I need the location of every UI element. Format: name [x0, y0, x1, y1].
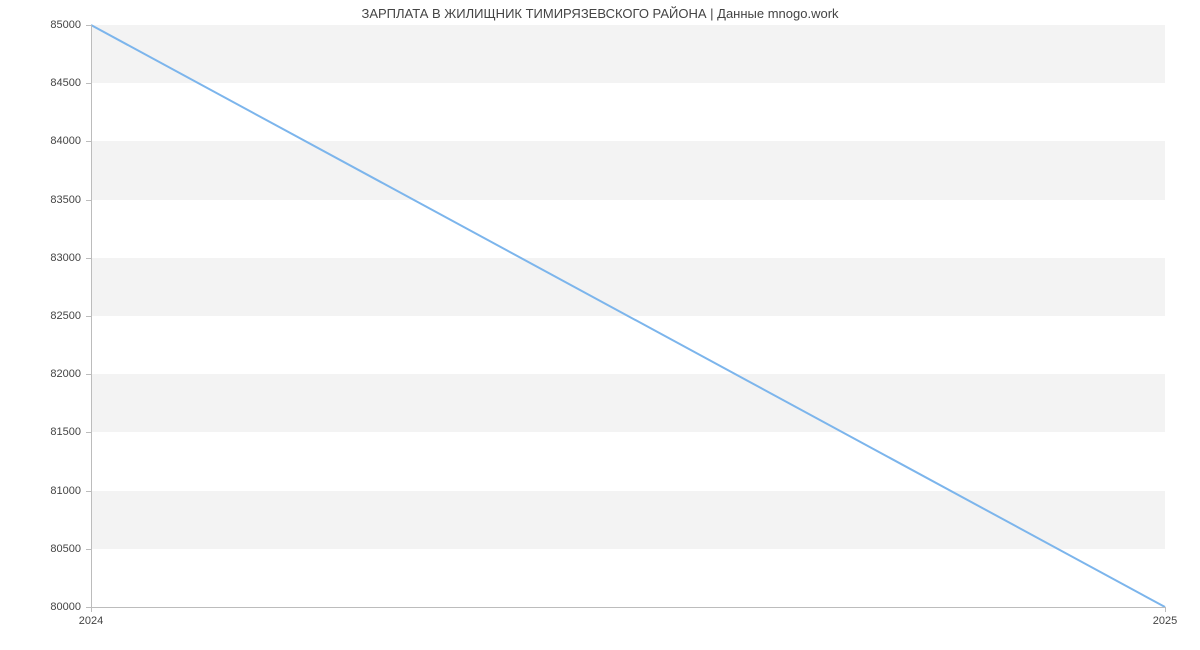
- x-tick-label: 2025: [1153, 607, 1177, 627]
- chart-title: ЗАРПЛАТА В ЖИЛИЩНИК ТИМИРЯЗЕВСКОГО РАЙОН…: [0, 6, 1200, 21]
- y-tick-label: 84000: [50, 135, 91, 147]
- plot-area: 8000080500810008150082000825008300083500…: [91, 25, 1165, 607]
- y-tick-label: 83500: [50, 194, 91, 206]
- series-line: [91, 25, 1165, 607]
- y-tick-label: 81500: [50, 426, 91, 438]
- x-tick-label: 2024: [79, 607, 103, 627]
- y-tick-label: 84500: [50, 77, 91, 89]
- x-axis-line: [91, 607, 1165, 608]
- y-tick-label: 82000: [50, 368, 91, 380]
- y-tick-label: 85000: [50, 19, 91, 31]
- line-layer: [91, 25, 1165, 607]
- chart-container: ЗАРПЛАТА В ЖИЛИЩНИК ТИМИРЯЗЕВСКОГО РАЙОН…: [0, 0, 1200, 650]
- y-tick-label: 80500: [50, 543, 91, 555]
- y-tick-label: 82500: [50, 310, 91, 322]
- y-tick-label: 81000: [50, 485, 91, 497]
- y-axis-line: [91, 25, 92, 607]
- y-tick-label: 83000: [50, 252, 91, 264]
